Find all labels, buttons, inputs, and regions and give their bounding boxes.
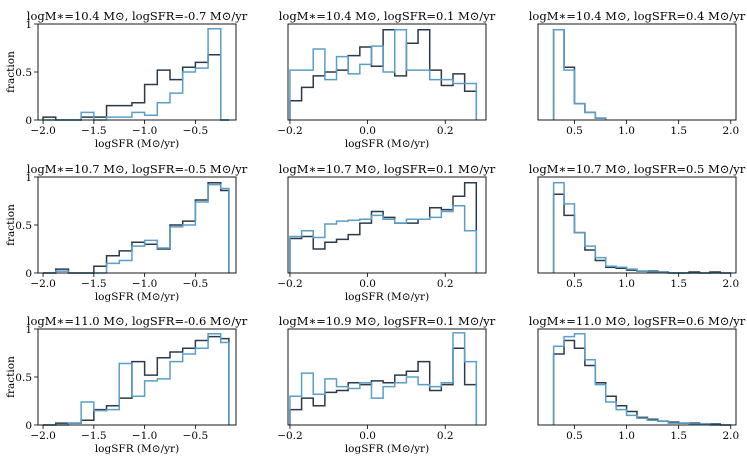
y-tick-label: 0	[25, 420, 32, 432]
x-tick-label: 2.0	[722, 430, 739, 442]
axes-frame	[287, 176, 487, 274]
panel-5: logM∗=10.7 M⊙, logSFR=0.1 M⊙/yr −0.2 0.0 0.…	[277, 162, 496, 303]
x-tick-label: −0.2	[277, 125, 303, 137]
panel-title: logM∗=10.7 M⊙, logSFR=0.1 M⊙/yr	[279, 162, 496, 176]
series-dark-step	[552, 193, 731, 274]
x-tick-label: −1.5	[81, 430, 107, 442]
panel-title: logM∗=10.4 M⊙, logSFR=-0.7 M⊙/yr	[27, 9, 248, 23]
y-axis-label: fraction	[5, 204, 17, 246]
x-tick-label: 1.5	[670, 125, 687, 137]
x-axis-label: logSFR (M⊙/yr)	[345, 138, 429, 150]
series-dark-step	[552, 339, 731, 426]
axes-frame	[287, 328, 487, 426]
axes-frame	[287, 23, 487, 121]
series-light-step	[289, 205, 478, 273]
series-light-step	[552, 29, 607, 120]
x-tick-label: 0.2	[437, 125, 454, 137]
x-tick-label: 1.0	[618, 125, 635, 137]
x-tick-label: −2.0	[30, 430, 56, 442]
y-tick-label: 1	[25, 324, 32, 336]
series-light-step	[289, 29, 478, 120]
x-tick-label: 0.5	[566, 430, 583, 442]
x-tick-label: −1.5	[81, 278, 107, 290]
panel-4: logM∗=10.7 M⊙, logSFR=-0.5 M⊙/yr −2.0 −1.5…	[5, 162, 248, 303]
panel-title: logM∗=10.4 M⊙, logSFR=0.1 M⊙/yr	[279, 9, 496, 23]
axes-frame	[537, 176, 737, 274]
y-tick-label: 0.5	[15, 67, 32, 79]
panel-6: logM∗=10.7 M⊙, logSFR=0.5 M⊙/yr 0.5 1.0 1.5…	[529, 162, 746, 290]
x-tick-label: 2.0	[722, 278, 739, 290]
x-tick-label: 0.2	[437, 430, 454, 442]
axes-frame	[37, 328, 237, 426]
series-dark-step	[42, 53, 229, 121]
x-tick-label: 0.0	[359, 125, 376, 137]
x-tick-label: −0.5	[183, 430, 209, 442]
axes-frame	[37, 176, 237, 274]
x-tick-label: −1.0	[132, 125, 158, 137]
axes-frame	[537, 328, 737, 426]
x-tick-label: 1.0	[618, 278, 635, 290]
series-light-step	[43, 183, 230, 274]
axes-frame	[37, 23, 237, 121]
x-tick-label: −1.0	[132, 430, 158, 442]
panel-title: logM∗=10.4 M⊙, logSFR=0.4 M⊙/yr	[529, 9, 746, 23]
y-tick-label: 0	[25, 115, 32, 127]
x-tick-label: 0.2	[437, 278, 454, 290]
series-dark-step	[289, 182, 478, 273]
axes-frame	[537, 23, 737, 121]
x-tick-label: −0.2	[277, 278, 303, 290]
panel-1: logM∗=10.4 M⊙, logSFR=-0.7 M⊙/yr −2.0 −1.5…	[5, 9, 248, 150]
y-axis-label: fraction	[5, 356, 17, 398]
series-light-step	[289, 332, 478, 425]
panel-2: logM∗=10.4 M⊙, logSFR=0.1 M⊙/yr −0.2 0.0 0.…	[277, 9, 496, 150]
y-tick-label: 0.5	[15, 220, 32, 232]
panel-title: logM∗=11.0 M⊙, logSFR=0.6 M⊙/yr	[529, 314, 746, 328]
panel-7: logM∗=11.0 M⊙, logSFR=-0.6 M⊙/yr −2.0 −1.5…	[5, 314, 248, 455]
panel-title: logM∗=10.7 M⊙, logSFR=0.5 M⊙/yr	[529, 162, 746, 176]
x-tick-label: −0.2	[277, 430, 303, 442]
panel-9: logM∗=11.0 M⊙, logSFR=0.6 M⊙/yr 0.5 1.0 1.5…	[529, 314, 746, 442]
panel-8: logM∗=10.9 M⊙, logSFR=0.1 M⊙/yr −0.2 0.0 0.…	[277, 314, 496, 455]
series-dark-step	[289, 347, 478, 425]
x-axis-label: logSFR (M⊙/yr)	[345, 443, 429, 455]
series-light-step	[552, 333, 731, 426]
x-axis-label: logSFR (M⊙/yr)	[95, 443, 179, 455]
y-tick-label: 1	[25, 19, 32, 31]
x-tick-label: −0.5	[183, 278, 209, 290]
series-dark-step	[289, 29, 478, 120]
x-tick-label: −1.5	[81, 125, 107, 137]
y-tick-label: 1	[25, 172, 32, 184]
series-dark-step	[43, 335, 230, 426]
y-tick-label: 0.5	[15, 372, 32, 384]
panel-title: logM∗=10.9 M⊙, logSFR=0.1 M⊙/yr	[279, 314, 496, 328]
panel-title: logM∗=11.0 M⊙, logSFR=-0.6 M⊙/yr	[27, 314, 248, 328]
x-tick-label: 2.0	[722, 125, 739, 137]
x-tick-label: −1.0	[132, 278, 158, 290]
x-tick-label: 0.0	[359, 278, 376, 290]
series-light-step	[43, 28, 229, 121]
x-tick-label: 1.5	[670, 278, 687, 290]
x-axis-label: logSFR (M⊙/yr)	[345, 291, 429, 303]
series-dark-step	[552, 29, 607, 120]
panel-title: logM∗=10.7 M⊙, logSFR=-0.5 M⊙/yr	[27, 162, 248, 176]
series-dark-step	[43, 182, 230, 274]
y-axis-label: fraction	[5, 51, 17, 93]
x-tick-label: −2.0	[30, 278, 56, 290]
series-light-step	[43, 333, 230, 426]
y-tick-label: 0	[25, 268, 32, 280]
x-tick-label: 0.0	[359, 430, 376, 442]
x-tick-label: 0.5	[566, 278, 583, 290]
x-tick-label: −2.0	[30, 125, 56, 137]
series-light-step	[552, 182, 731, 274]
x-tick-label: 1.5	[670, 430, 687, 442]
x-tick-label: 1.0	[618, 430, 635, 442]
x-tick-label: −0.5	[183, 125, 209, 137]
x-axis-label: logSFR (M⊙/yr)	[95, 138, 179, 150]
x-tick-label: 0.5	[566, 125, 583, 137]
x-axis-label: logSFR (M⊙/yr)	[95, 291, 179, 303]
panel-3: logM∗=10.4 M⊙, logSFR=0.4 M⊙/yr 0.5 1.0 1.5…	[529, 9, 746, 137]
